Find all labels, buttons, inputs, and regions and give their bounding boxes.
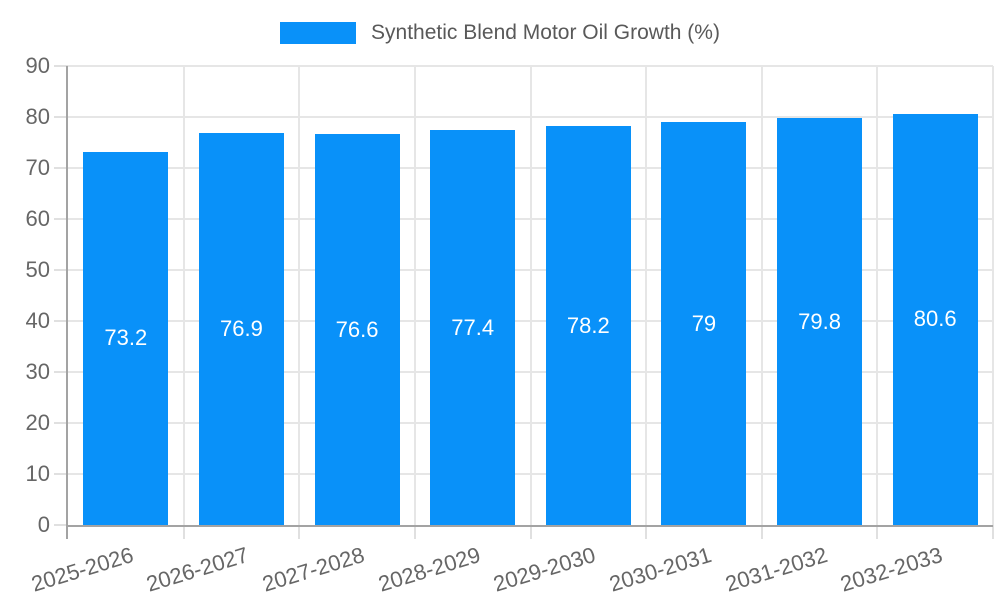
y-tick-mark bbox=[54, 524, 68, 526]
gridline-vertical bbox=[876, 66, 879, 525]
gridline-vertical bbox=[992, 66, 994, 525]
y-tick-label: 0 bbox=[37, 512, 50, 537]
gridline-vertical bbox=[645, 66, 648, 525]
y-tick-label: 40 bbox=[25, 308, 50, 333]
gridline-vertical bbox=[182, 66, 185, 525]
bar[interactable] bbox=[198, 132, 284, 525]
bar-value-label: 73.2 bbox=[104, 325, 148, 351]
legend-label: Synthetic Blend Motor Oil Growth (%) bbox=[371, 21, 720, 44]
bar-value-label: 79.8 bbox=[798, 308, 841, 334]
x-tick-mark bbox=[529, 525, 532, 539]
y-tick-label: 60 bbox=[25, 206, 50, 231]
y-tick-mark bbox=[54, 269, 68, 271]
legend-swatch bbox=[280, 22, 357, 44]
y-tick-mark bbox=[54, 320, 68, 322]
bar[interactable] bbox=[545, 126, 631, 525]
y-tick-mark bbox=[54, 65, 68, 67]
y-tick-label: 20 bbox=[25, 410, 50, 435]
y-tick-mark bbox=[54, 218, 68, 220]
gridline-vertical bbox=[529, 66, 532, 525]
x-axis-line bbox=[66, 525, 993, 527]
bar-value-label: 77.4 bbox=[451, 314, 495, 340]
bar-value-label: 76.9 bbox=[220, 315, 263, 341]
bar[interactable] bbox=[892, 113, 978, 525]
x-tick-mark bbox=[413, 525, 416, 539]
x-tick-mark bbox=[992, 525, 994, 539]
bar[interactable] bbox=[661, 122, 747, 525]
y-tick-mark bbox=[54, 116, 68, 118]
gridline-vertical bbox=[413, 66, 416, 525]
bar[interactable] bbox=[83, 151, 169, 525]
bar-value-label: 76.6 bbox=[335, 316, 379, 342]
x-tick-mark bbox=[298, 525, 301, 539]
x-tick-mark bbox=[182, 525, 185, 539]
bar[interactable] bbox=[777, 118, 863, 525]
bar[interactable] bbox=[314, 134, 400, 525]
x-tick-mark bbox=[760, 525, 763, 539]
gridline-vertical bbox=[760, 66, 763, 525]
bar-value-label: 80.6 bbox=[913, 306, 957, 332]
y-tick-mark bbox=[54, 422, 68, 424]
bar[interactable] bbox=[430, 130, 516, 525]
gridline-vertical bbox=[298, 66, 301, 525]
x-tick-mark bbox=[645, 525, 648, 539]
y-tick-label: 30 bbox=[25, 359, 50, 384]
y-tick-label: 80 bbox=[25, 104, 50, 129]
y-tick-label: 70 bbox=[25, 155, 50, 180]
y-tick-mark bbox=[54, 167, 68, 169]
y-axis-line bbox=[66, 66, 68, 539]
y-tick-mark bbox=[54, 473, 68, 475]
bar-value-label: 79 bbox=[691, 310, 717, 336]
y-tick-label: 50 bbox=[25, 257, 50, 282]
y-tick-mark bbox=[54, 371, 68, 373]
y-tick-label: 90 bbox=[25, 53, 50, 78]
bar-value-label: 78.2 bbox=[566, 312, 610, 338]
chart-legend[interactable]: Synthetic Blend Motor Oil Growth (%) bbox=[0, 20, 1000, 46]
y-tick-label: 10 bbox=[25, 461, 50, 486]
x-tick-mark bbox=[876, 525, 879, 539]
